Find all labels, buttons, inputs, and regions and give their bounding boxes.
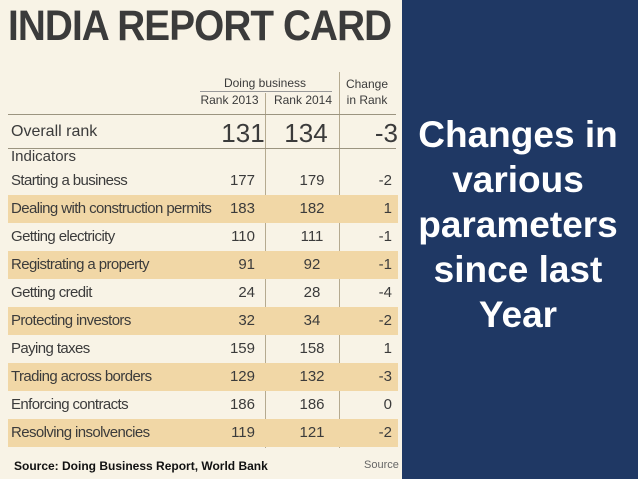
table-row: Trading across borders 129 132 -3 (8, 363, 398, 391)
row-change: -2 (378, 312, 392, 329)
row-label: Starting a business (11, 172, 128, 189)
row-rank-2014: 92 (303, 256, 321, 273)
header-change: Change in Rank (340, 76, 394, 108)
table-row: Getting credit 24 28 -4 (8, 279, 398, 307)
row-label: Trading across borders (11, 368, 152, 385)
overall-rule (8, 148, 396, 149)
row-label: Registrating a property (11, 256, 150, 273)
row-change: 0 (383, 396, 392, 413)
row-label: Getting electricity (11, 228, 115, 245)
header-change-line2: in Rank (346, 93, 388, 107)
row-change: 1 (383, 340, 392, 357)
row-change: -1 (378, 256, 392, 273)
row-rank-2013: 159 (229, 340, 255, 357)
slide-headline: Changes in various parameters since last… (404, 112, 632, 337)
row-rank-2014: 186 (299, 396, 325, 413)
row-change: -2 (378, 172, 392, 189)
overall-rank-row: Overall rank 131 134 -3 (8, 116, 398, 148)
table-row: Registrating a property 91 92 -1 (8, 251, 398, 279)
row-rank-2014: 158 (299, 340, 325, 357)
row-rank-2014: 34 (303, 312, 321, 329)
row-rank-2014: 111 (300, 228, 324, 245)
source-cut-text: Source (364, 459, 399, 471)
row-label: Dealing with construction permits (11, 200, 212, 217)
headline-line: parameters (418, 204, 618, 245)
row-rank-2013: 110 (231, 228, 255, 245)
table-row: Starting a business 177 179 -2 (8, 167, 398, 195)
row-rank-2013: 32 (238, 312, 255, 329)
overall-rank-2014: 134 (284, 118, 328, 148)
row-label: Enforcing contracts (11, 396, 129, 413)
source-bar (0, 453, 402, 479)
table-row: Paying taxes 159 158 1 (8, 335, 398, 363)
row-rank-2014: 179 (299, 172, 325, 189)
header-rank-2013: Rank 2013 (200, 93, 259, 107)
header-rank-2014: Rank 2014 (273, 93, 333, 107)
header-change-line1: Change (345, 77, 389, 91)
row-change: -4 (378, 284, 392, 301)
row-change: -2 (378, 424, 392, 441)
row-rank-2013: 183 (229, 200, 255, 217)
row-change: 1 (383, 200, 392, 217)
headline-line: various (452, 159, 584, 200)
row-change: -3 (378, 368, 392, 385)
indicators-label: Indicators (11, 148, 77, 165)
row-label: Protecting investors (11, 312, 131, 329)
row-rank-2014: 132 (299, 368, 325, 385)
report-card-image: INDIA REPORT CARD Doing business Rank 20… (0, 0, 402, 479)
row-rank-2013: 119 (231, 424, 255, 441)
overall-rank-change: -3 (374, 118, 398, 148)
row-rank-2013: 177 (229, 172, 255, 189)
header-doing-business: Doing business (223, 76, 307, 90)
header-divider (200, 91, 332, 92)
row-change: -1 (378, 228, 392, 245)
source-caption: Source: Doing Business Report, World Ban… (14, 459, 268, 473)
row-rank-2014: 28 (303, 284, 321, 301)
row-rank-2013: 186 (229, 396, 255, 413)
row-label: Paying taxes (11, 340, 90, 357)
row-label: Getting credit (11, 284, 92, 301)
overall-rank-label: Overall rank (11, 123, 98, 140)
table-row: Dealing with construction permits 183 18… (8, 195, 398, 223)
overall-rank-2013: 131 (221, 118, 265, 148)
headline-line: Year (478, 294, 558, 335)
headline-line: Changes in (418, 114, 618, 155)
headline-line: since last (433, 249, 603, 290)
row-rank-2013: 91 (238, 256, 255, 273)
card-title: INDIA REPORT CARD (8, 2, 392, 50)
header-rule (8, 114, 396, 115)
table-row: Enforcing contracts 186 186 0 (8, 391, 398, 419)
table-row: Resolving insolvencies 119 121 -2 (8, 419, 398, 447)
table-row: Protecting investors 32 34 -2 (8, 307, 398, 335)
row-rank-2014: 121 (299, 424, 325, 441)
row-rank-2013: 24 (238, 284, 255, 301)
row-rank-2014: 182 (299, 200, 325, 217)
table-row: Getting electricity 110 111 -1 (8, 223, 398, 251)
row-rank-2013: 129 (229, 368, 255, 385)
row-label: Resolving insolvencies (11, 424, 150, 441)
